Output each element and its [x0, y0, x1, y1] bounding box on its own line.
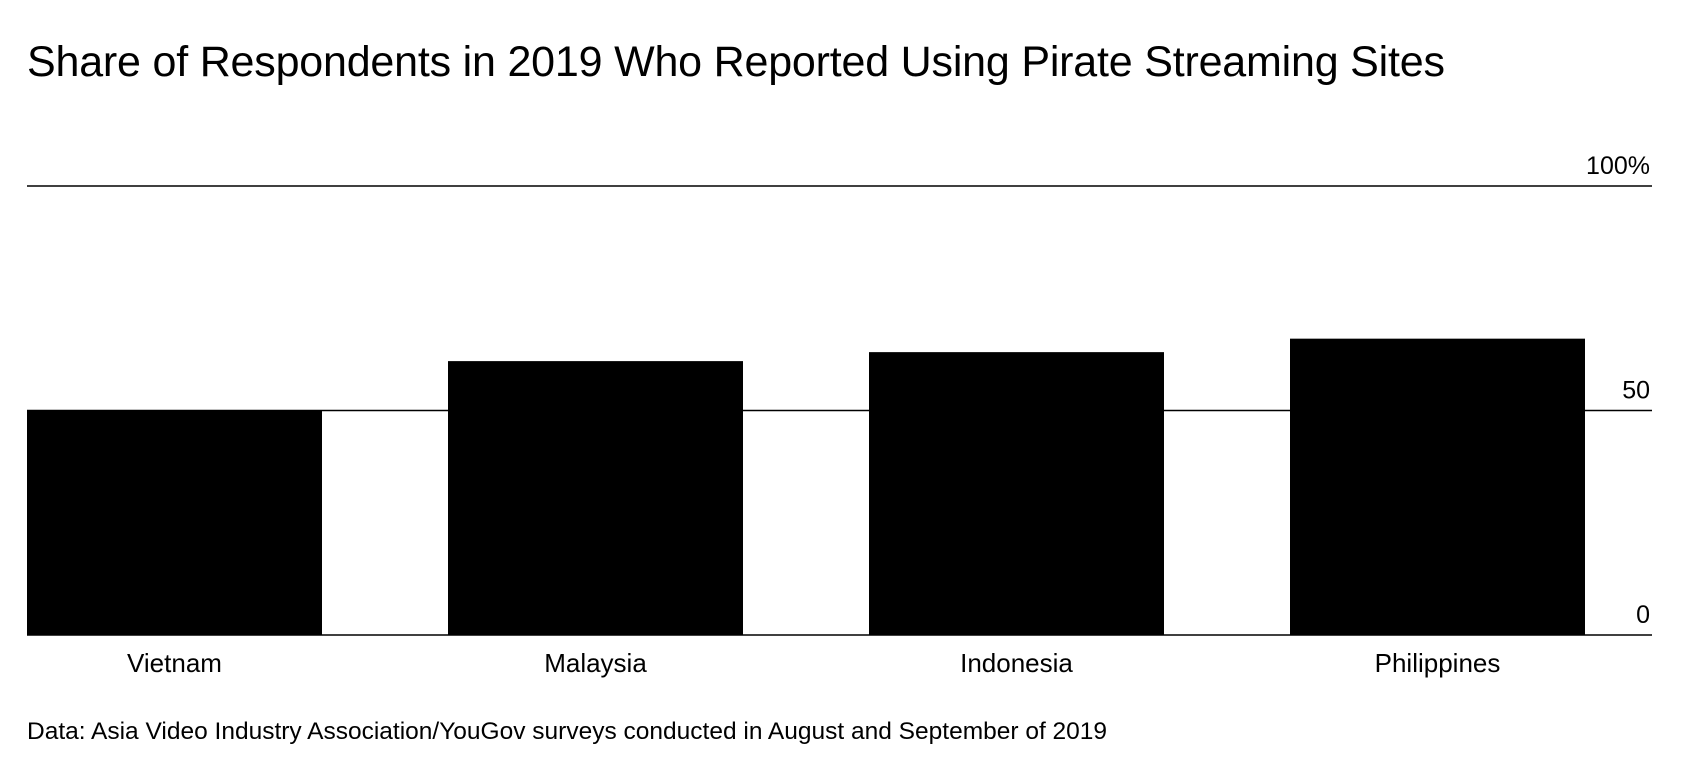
x-tick-label: Philippines — [1375, 648, 1501, 678]
bar-malaysia — [448, 361, 743, 635]
source-note: Data: Asia Video Industry Association/Yo… — [27, 718, 1108, 745]
bar-vietnam — [27, 410, 322, 635]
x-axis-labels: Vietnam Malaysia Indonesia Philippines — [127, 648, 1500, 678]
y-tick-label: 0 — [1636, 601, 1650, 629]
x-tick-label: Malaysia — [544, 648, 647, 678]
bar-chart: Vietnam Malaysia Indonesia Philippines 0 50 1… — [27, 152, 1652, 678]
chart-title: Share of Respondents in 2019 Who Reporte… — [27, 38, 1445, 86]
y-tick-label: 50 — [1622, 377, 1650, 405]
x-tick-label: Vietnam — [127, 648, 222, 678]
bars — [27, 338, 1585, 635]
x-tick-label: Indonesia — [960, 648, 1073, 678]
bar-philippines — [1290, 338, 1585, 635]
y-tick-label: 100% — [1586, 152, 1650, 180]
bar-indonesia — [869, 352, 1164, 635]
y-axis-labels: 0 50 100% — [1586, 152, 1650, 629]
